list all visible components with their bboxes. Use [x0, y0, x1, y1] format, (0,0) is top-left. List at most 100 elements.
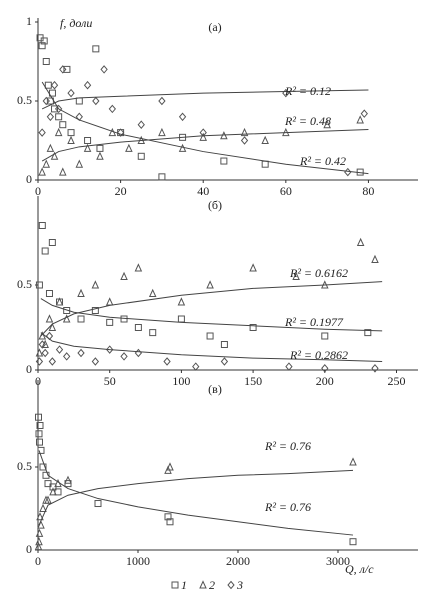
point: [55, 297, 64, 306]
point: [75, 97, 83, 105]
point: [59, 121, 67, 129]
point: [178, 143, 187, 152]
x-tick-label: 0: [35, 184, 41, 198]
legend-label: 1: [181, 578, 187, 592]
point: [158, 173, 166, 181]
point: [50, 80, 59, 90]
point: [94, 500, 102, 508]
legend-marker: [171, 581, 179, 589]
point: [108, 104, 117, 114]
x-tick-label: 80: [362, 184, 374, 198]
point: [67, 135, 75, 144]
legend-marker: [227, 580, 235, 590]
point: [39, 463, 47, 471]
point: [163, 357, 171, 366]
point: [206, 332, 214, 340]
point: [62, 314, 71, 323]
point: [44, 495, 52, 504]
point: [91, 280, 100, 289]
point: [39, 503, 47, 512]
point: [50, 151, 59, 160]
x-tick-label: 250: [387, 374, 405, 388]
point: [321, 332, 329, 340]
point: [149, 329, 157, 337]
trendline: [41, 89, 369, 110]
point: [46, 143, 55, 152]
point: [49, 487, 57, 496]
point: [36, 422, 44, 429]
point: [42, 58, 50, 65]
point: [285, 362, 293, 371]
point: [35, 537, 43, 546]
point: [240, 136, 249, 145]
point: [38, 167, 46, 176]
point: [77, 288, 85, 297]
point: [134, 263, 143, 272]
panel-label: (б): [208, 198, 222, 212]
point: [67, 88, 75, 98]
point: [192, 362, 200, 371]
point: [35, 528, 44, 537]
r-squared-label: R² = 0.76: [264, 439, 311, 453]
point: [41, 339, 49, 348]
point: [105, 297, 114, 306]
x-tick-label: 60: [280, 184, 292, 198]
point: [360, 109, 368, 118]
y-tick-label: 0.5: [17, 277, 32, 291]
point: [42, 96, 50, 106]
trendline: [41, 128, 369, 162]
point: [41, 348, 49, 358]
x-tick-label: 3000: [326, 554, 350, 568]
point: [321, 364, 329, 373]
x-tick-label: 100: [172, 374, 190, 388]
point: [106, 345, 114, 354]
point: [38, 128, 46, 137]
point: [371, 364, 379, 373]
point: [261, 160, 269, 168]
point: [164, 513, 172, 521]
r-squared-label: R² = 0.1977: [284, 315, 344, 329]
trendline: [40, 298, 383, 332]
point: [67, 129, 75, 137]
point: [63, 65, 71, 73]
point: [38, 222, 46, 229]
x-tick-label: 1000: [126, 554, 150, 568]
point: [51, 105, 59, 113]
point: [356, 237, 365, 246]
point: [35, 348, 44, 357]
y-axis-label: f, доли: [60, 16, 92, 30]
point: [84, 137, 92, 144]
point: [34, 541, 43, 551]
x-tick-label: 20: [115, 184, 127, 198]
point: [356, 115, 364, 124]
point: [64, 475, 72, 484]
point: [120, 352, 128, 361]
point: [158, 127, 166, 137]
point: [148, 288, 157, 297]
r-squared-label: R² = 0.42: [299, 154, 346, 168]
point: [323, 120, 331, 129]
point: [199, 132, 207, 141]
r-squared-label: R² = 0.6162: [289, 266, 348, 280]
point: [91, 357, 100, 366]
point: [55, 345, 64, 354]
point: [40, 37, 48, 45]
point: [349, 457, 357, 466]
point: [35, 357, 44, 366]
point: [54, 104, 63, 114]
point: [92, 96, 100, 106]
point: [292, 271, 300, 280]
panel-label: (а): [208, 20, 221, 34]
point: [48, 357, 56, 366]
x-axis-label: Q, л/с: [345, 562, 374, 576]
point: [137, 120, 145, 129]
point: [59, 167, 67, 176]
legend-marker: [199, 580, 207, 589]
point: [63, 352, 71, 361]
point: [158, 96, 166, 106]
point: [35, 430, 43, 438]
point: [38, 42, 46, 50]
point: [42, 159, 51, 168]
y-tick-label: 0: [26, 362, 32, 376]
point: [220, 357, 229, 366]
